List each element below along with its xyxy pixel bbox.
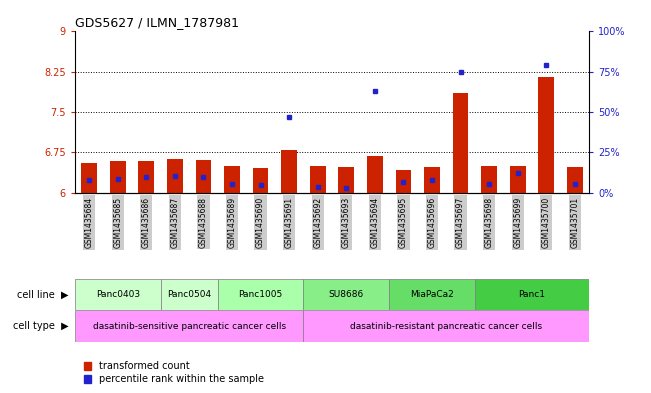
Bar xyxy=(567,167,583,193)
Bar xyxy=(303,310,589,342)
Bar xyxy=(75,279,161,310)
Bar xyxy=(224,166,240,193)
Bar xyxy=(481,166,497,193)
Bar xyxy=(161,279,217,310)
Bar xyxy=(510,166,525,193)
Bar xyxy=(110,162,126,193)
Bar xyxy=(81,163,97,193)
Bar xyxy=(139,162,154,193)
Bar xyxy=(167,159,183,193)
Text: SU8686: SU8686 xyxy=(329,290,364,299)
Bar xyxy=(281,150,297,193)
Text: Panc1: Panc1 xyxy=(518,290,546,299)
Bar xyxy=(253,168,268,193)
Legend: transformed count, percentile rank within the sample: transformed count, percentile rank withi… xyxy=(79,358,268,388)
Bar xyxy=(452,93,469,193)
Text: Panc0504: Panc0504 xyxy=(167,290,211,299)
Text: Panc1005: Panc1005 xyxy=(238,290,283,299)
Bar xyxy=(303,279,389,310)
Text: GDS5627 / ILMN_1787981: GDS5627 / ILMN_1787981 xyxy=(75,16,239,29)
Bar xyxy=(367,156,383,193)
Text: dasatinib-resistant pancreatic cancer cells: dasatinib-resistant pancreatic cancer ce… xyxy=(350,322,542,331)
Text: MiaPaCa2: MiaPaCa2 xyxy=(410,290,454,299)
Bar xyxy=(475,279,589,310)
Bar xyxy=(396,170,411,193)
Text: cell type  ▶: cell type ▶ xyxy=(13,321,68,331)
Bar xyxy=(195,160,212,193)
Bar xyxy=(217,279,303,310)
Bar xyxy=(389,279,475,310)
Bar xyxy=(424,167,440,193)
Bar xyxy=(310,166,326,193)
Bar xyxy=(339,167,354,193)
Text: Panc0403: Panc0403 xyxy=(96,290,140,299)
Text: dasatinib-sensitive pancreatic cancer cells: dasatinib-sensitive pancreatic cancer ce… xyxy=(92,322,286,331)
Text: cell line  ▶: cell line ▶ xyxy=(17,290,68,300)
Bar xyxy=(538,77,554,193)
Bar xyxy=(75,310,303,342)
